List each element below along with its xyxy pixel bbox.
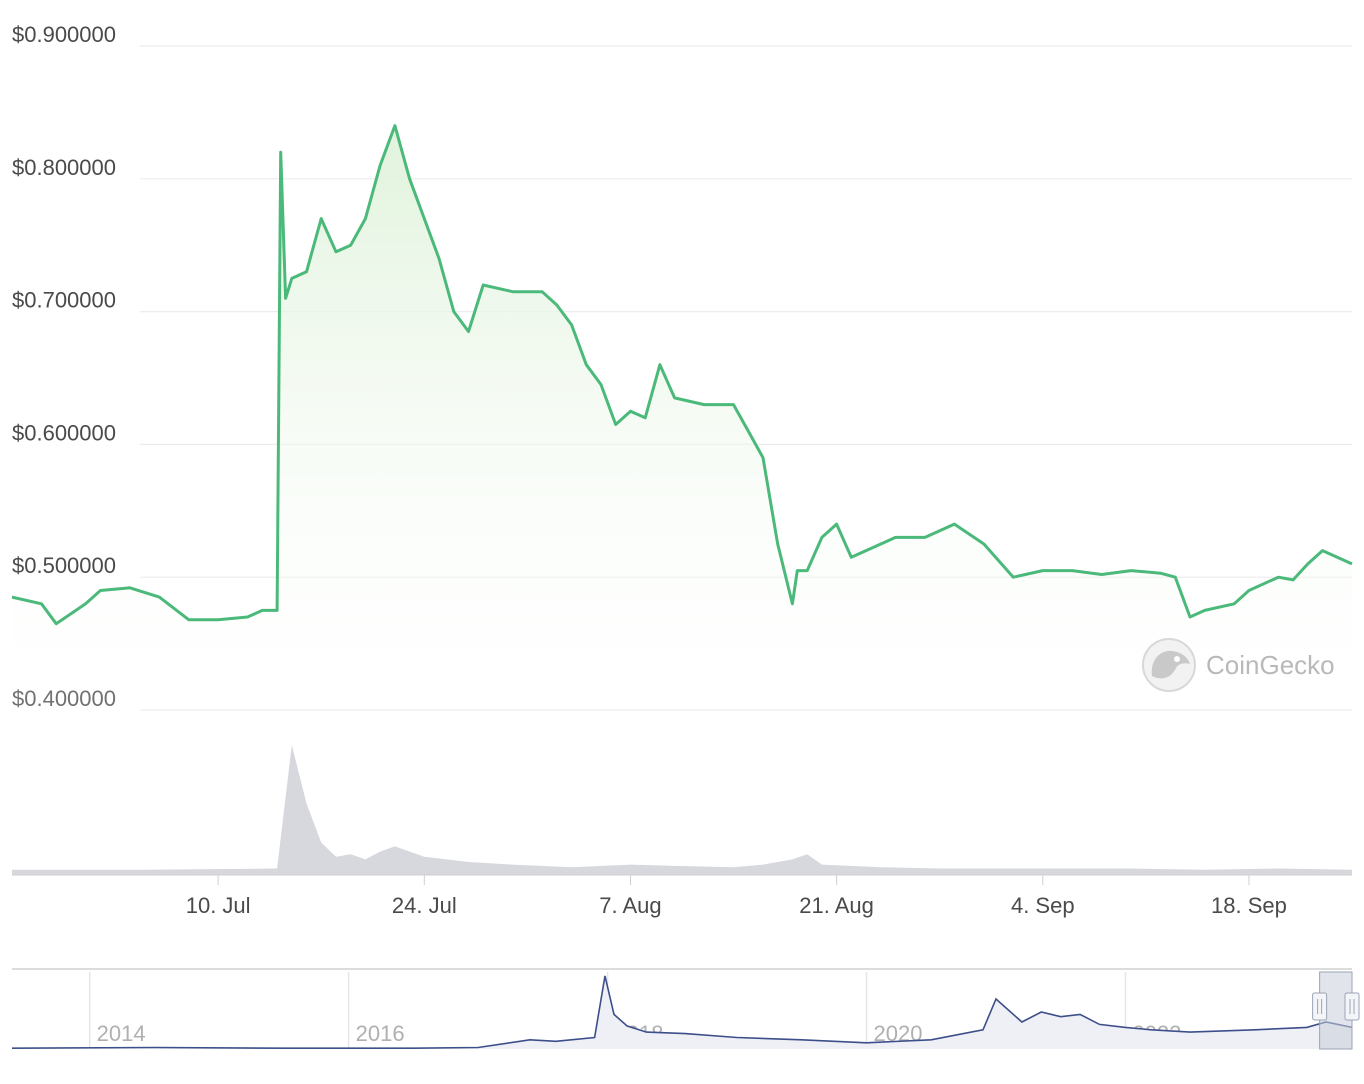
gecko-eye [1174, 656, 1180, 662]
navigator-handle-grip[interactable] [1312, 992, 1328, 1021]
x-tick-label: 24. Jul [392, 893, 457, 918]
price-area-fill [12, 125, 1352, 710]
y-tick-label: $0.600000 [12, 420, 116, 445]
y-tick-label: $0.700000 [12, 288, 116, 313]
price-line[interactable] [11, 124, 1353, 626]
range-navigator[interactable]: 20142016201820202022 [11, 968, 1360, 1050]
navigator-area [12, 975, 1352, 1049]
navigator-year-label: 2014 [97, 1021, 146, 1046]
x-tick-label: 4. Sep [1011, 893, 1075, 918]
x-tick-label: 10. Jul [186, 893, 251, 918]
y-tick-label: $0.800000 [12, 155, 116, 180]
x-tick-label: 18. Sep [1211, 893, 1287, 918]
x-tick-label: 7. Aug [599, 893, 661, 918]
navigator-right-handle[interactable] [1344, 992, 1360, 1021]
time-x-axis: 10. Jul 24. Jul 7. Aug 21. Aug 4. Sep 18. Sep [186, 875, 1287, 918]
coingecko-watermark: CoinGecko [1142, 638, 1335, 692]
y-tick-label: $0.500000 [12, 553, 116, 578]
gecko-head-shape [1151, 650, 1190, 679]
navigator-handle-grip[interactable] [1344, 992, 1360, 1021]
y-tick-label: $0.900000 [12, 22, 116, 47]
navigator-line [11, 975, 1353, 1049]
watermark-text: CoinGecko [1206, 650, 1335, 680]
navigator-left-handle[interactable] [1312, 992, 1328, 1021]
navigator-year-label: 2016 [356, 1021, 405, 1046]
x-tick-label: 21. Aug [799, 893, 874, 918]
volume-area [12, 745, 1352, 875]
